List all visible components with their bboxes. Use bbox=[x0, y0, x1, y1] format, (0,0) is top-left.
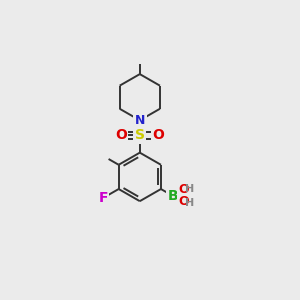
Text: N: N bbox=[135, 114, 145, 127]
Text: S: S bbox=[135, 128, 145, 142]
Text: O: O bbox=[115, 128, 127, 142]
Text: N: N bbox=[134, 113, 146, 127]
Text: H: H bbox=[185, 184, 195, 194]
Text: O: O bbox=[178, 184, 189, 196]
Text: O: O bbox=[178, 196, 189, 208]
Text: F: F bbox=[98, 191, 108, 205]
Text: H: H bbox=[185, 198, 195, 208]
Text: O: O bbox=[153, 128, 165, 142]
Text: B: B bbox=[168, 189, 178, 203]
